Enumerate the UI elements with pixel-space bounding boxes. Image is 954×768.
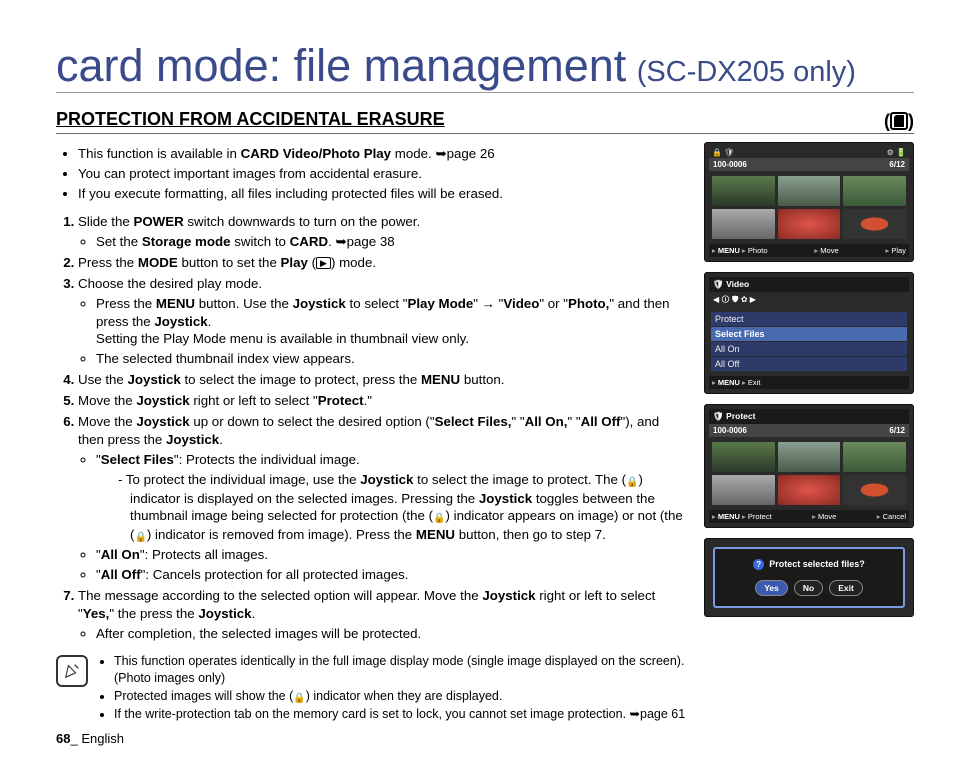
intro-bullets: This function is available in CARD Video… [56,145,686,203]
menu-all-on[interactable]: All On [711,342,907,356]
dialog-yes-button[interactable]: Yes [755,580,788,596]
page-title-row: card mode: file management (SC-DX205 onl… [56,40,914,93]
dialog-exit-button[interactable]: Exit [829,580,863,596]
screen-thumbnails: 🔒 🛡⚙ 🔋 100-00066/12 MENU PhotoMovePlay [704,142,914,262]
page-title: card mode: file management [56,40,626,91]
camera-screens: 🔒 🛡⚙ 🔋 100-00066/12 MENU PhotoMovePlay 🛡… [704,142,914,748]
screen-menu: 🛡 Video ◀ 🛈 🛡 ✿ ▶ Protect Select Files A… [704,272,914,394]
note-block: This function operates identically in th… [56,653,686,724]
sd-card-icon: () [884,111,914,132]
steps-list: Slide the POWER switch downwards to turn… [56,213,686,643]
menu-all-off[interactable]: All Off [711,357,907,371]
lock-icon: 🔒 [433,513,445,524]
page-footer: 68_ English [56,730,686,748]
lock-icon: 🔒 [293,693,305,704]
page-subtitle: (SC-DX205 only) [637,56,856,88]
section-header: PROTECTION FROM ACCIDENTAL ERASURE [56,109,445,133]
screen-dialog: Protect selected files? Yes No Exit [704,538,914,617]
dialog-question: Protect selected files? [721,559,897,570]
section-header-row: PROTECTION FROM ACCIDENTAL ERASURE () [56,109,914,134]
note-icon [56,655,88,687]
body-text: This function is available in CARD Video… [56,142,686,748]
dialog-no-button[interactable]: No [794,580,823,596]
menu-select-files[interactable]: Select Files [711,327,907,341]
screen-protect-thumbs: 🛡 Protect 100-00066/12 MENU ProtectMoveC… [704,404,914,528]
lock-icon: 🔒 [134,532,146,543]
menu-protect[interactable]: Protect [711,312,907,326]
play-icon: ▶ [316,257,331,269]
lock-icon: 🔒 [626,477,638,488]
